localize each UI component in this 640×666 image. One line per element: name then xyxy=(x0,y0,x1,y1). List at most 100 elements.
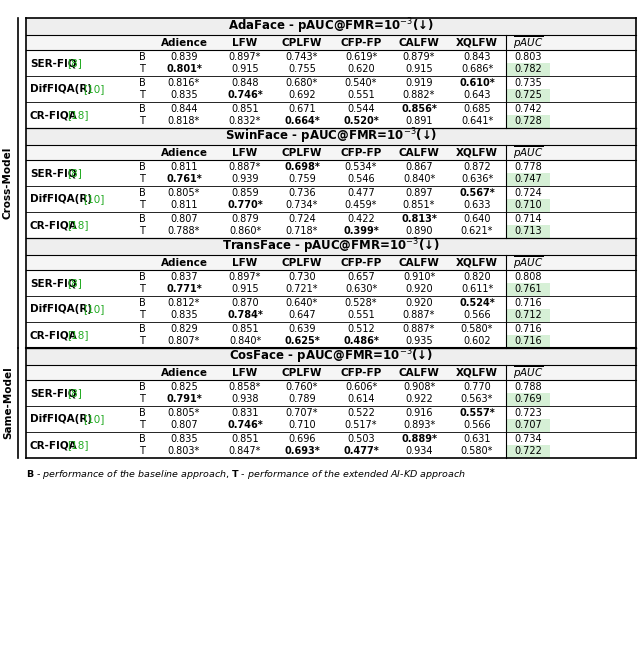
Text: 0.707*: 0.707* xyxy=(285,408,318,418)
Text: 0.851: 0.851 xyxy=(231,324,259,334)
Text: 0.859: 0.859 xyxy=(231,188,259,198)
Text: 0.633: 0.633 xyxy=(463,200,491,210)
Text: 0.724: 0.724 xyxy=(514,188,542,198)
Text: 0.746*: 0.746* xyxy=(227,91,263,101)
Text: LFW: LFW xyxy=(232,258,258,268)
Text: 0.486*: 0.486* xyxy=(343,336,379,346)
Text: 0.829: 0.829 xyxy=(170,324,198,334)
Text: 0.641*: 0.641* xyxy=(461,117,493,127)
Text: 0.724: 0.724 xyxy=(288,214,316,224)
Text: SER-FIQ: SER-FIQ xyxy=(30,58,77,68)
Text: 0.805*: 0.805* xyxy=(168,188,200,198)
Text: CALFW: CALFW xyxy=(399,147,440,157)
Text: 0.837: 0.837 xyxy=(170,272,198,282)
Text: Cross-Model: Cross-Model xyxy=(3,147,13,219)
Text: 0.686*: 0.686* xyxy=(461,65,493,75)
Text: 0.698*: 0.698* xyxy=(284,161,320,172)
Text: T: T xyxy=(139,174,145,184)
Text: 0.784*: 0.784* xyxy=(227,310,263,320)
Text: 0.630*: 0.630* xyxy=(345,284,377,294)
Text: CPLFW: CPLFW xyxy=(282,37,323,47)
Bar xyxy=(506,309,550,322)
Text: 0.710: 0.710 xyxy=(514,200,542,210)
Text: 0.760*: 0.760* xyxy=(286,382,318,392)
Text: 0.742: 0.742 xyxy=(514,103,542,113)
Text: 0.625*: 0.625* xyxy=(284,336,320,346)
Text: 0.803*: 0.803* xyxy=(168,446,200,456)
Text: 0.761*: 0.761* xyxy=(166,174,202,184)
Text: 0.614: 0.614 xyxy=(348,394,375,404)
Text: 0.807: 0.807 xyxy=(170,214,198,224)
Bar xyxy=(26,238,636,255)
Text: 0.707: 0.707 xyxy=(514,420,542,430)
Text: 0.647: 0.647 xyxy=(288,310,316,320)
Text: DifFIQA(R): DifFIQA(R) xyxy=(30,304,92,314)
Text: 0.935: 0.935 xyxy=(405,336,433,346)
Text: 0.887*: 0.887* xyxy=(403,310,435,320)
Text: CosFace - pAUC@FMR=10$^{-3}$(↓): CosFace - pAUC@FMR=10$^{-3}$(↓) xyxy=(229,347,433,366)
Bar xyxy=(506,335,550,348)
Text: 0.566: 0.566 xyxy=(463,420,491,430)
Text: 0.897*: 0.897* xyxy=(229,272,261,282)
Text: 0.517*: 0.517* xyxy=(345,420,377,430)
Text: 0.657: 0.657 xyxy=(347,272,375,282)
Text: AdaFace - pAUC@FMR=10$^{-3}$(↓): AdaFace - pAUC@FMR=10$^{-3}$(↓) xyxy=(228,17,434,37)
Text: CALFW: CALFW xyxy=(399,37,440,47)
Text: 0.891: 0.891 xyxy=(405,117,433,127)
Text: 0.910*: 0.910* xyxy=(403,272,435,282)
Bar xyxy=(26,365,636,380)
Text: CPLFW: CPLFW xyxy=(282,368,323,378)
Text: [18]: [18] xyxy=(67,330,89,340)
Text: 0.685: 0.685 xyxy=(463,103,491,113)
Bar xyxy=(26,35,636,50)
Text: 0.812*: 0.812* xyxy=(168,298,200,308)
Text: 0.671: 0.671 xyxy=(288,103,316,113)
Text: 0.640: 0.640 xyxy=(463,214,491,224)
Text: 0.680*: 0.680* xyxy=(286,77,318,87)
Text: [10]: [10] xyxy=(83,194,104,204)
Text: 0.602: 0.602 xyxy=(463,336,491,346)
Text: 0.399*: 0.399* xyxy=(343,226,379,236)
Text: 0.831: 0.831 xyxy=(231,408,259,418)
Text: B: B xyxy=(139,408,145,418)
Text: DifFIQA(R): DifFIQA(R) xyxy=(30,414,92,424)
Text: 0.848: 0.848 xyxy=(231,77,259,87)
Text: CR-FIQA: CR-FIQA xyxy=(30,220,77,230)
Text: XQLFW: XQLFW xyxy=(456,258,498,268)
Text: 0.606*: 0.606* xyxy=(345,382,377,392)
Text: 0.534*: 0.534* xyxy=(345,161,377,172)
Text: 0.693*: 0.693* xyxy=(284,446,320,456)
Text: CALFW: CALFW xyxy=(399,368,440,378)
Text: Adience: Adience xyxy=(161,37,207,47)
Text: 0.522: 0.522 xyxy=(347,408,375,418)
Text: 0.887*: 0.887* xyxy=(229,161,261,172)
Text: 0.835: 0.835 xyxy=(170,91,198,101)
Text: 0.805*: 0.805* xyxy=(168,408,200,418)
Text: 0.567*: 0.567* xyxy=(459,188,495,198)
Text: 0.712: 0.712 xyxy=(514,310,542,320)
Text: 0.735: 0.735 xyxy=(514,77,542,87)
Text: XQLFW: XQLFW xyxy=(456,147,498,157)
Text: DifFIQA(R): DifFIQA(R) xyxy=(30,84,92,94)
Text: 0.897*: 0.897* xyxy=(229,51,261,61)
Text: 0.610*: 0.610* xyxy=(459,77,495,87)
Text: CFP-FP: CFP-FP xyxy=(340,37,381,47)
Text: LFW: LFW xyxy=(232,37,258,47)
Text: 0.619*: 0.619* xyxy=(345,51,377,61)
Bar xyxy=(506,283,550,296)
Text: 0.611*: 0.611* xyxy=(461,284,493,294)
Text: 0.696: 0.696 xyxy=(288,434,316,444)
Text: CR-FIQA: CR-FIQA xyxy=(30,330,77,340)
Text: 0.882*: 0.882* xyxy=(403,91,435,101)
Text: 0.503: 0.503 xyxy=(347,434,375,444)
Text: 0.747: 0.747 xyxy=(514,174,542,184)
Bar xyxy=(26,145,636,160)
Text: 0.816*: 0.816* xyxy=(168,77,200,87)
Text: Same-Model: Same-Model xyxy=(3,366,13,440)
Bar xyxy=(26,348,636,365)
Bar xyxy=(506,225,550,238)
Text: 0.546: 0.546 xyxy=(347,174,375,184)
Text: LFW: LFW xyxy=(232,147,258,157)
Text: 0.580*: 0.580* xyxy=(461,324,493,334)
Text: 0.520*: 0.520* xyxy=(343,117,379,127)
